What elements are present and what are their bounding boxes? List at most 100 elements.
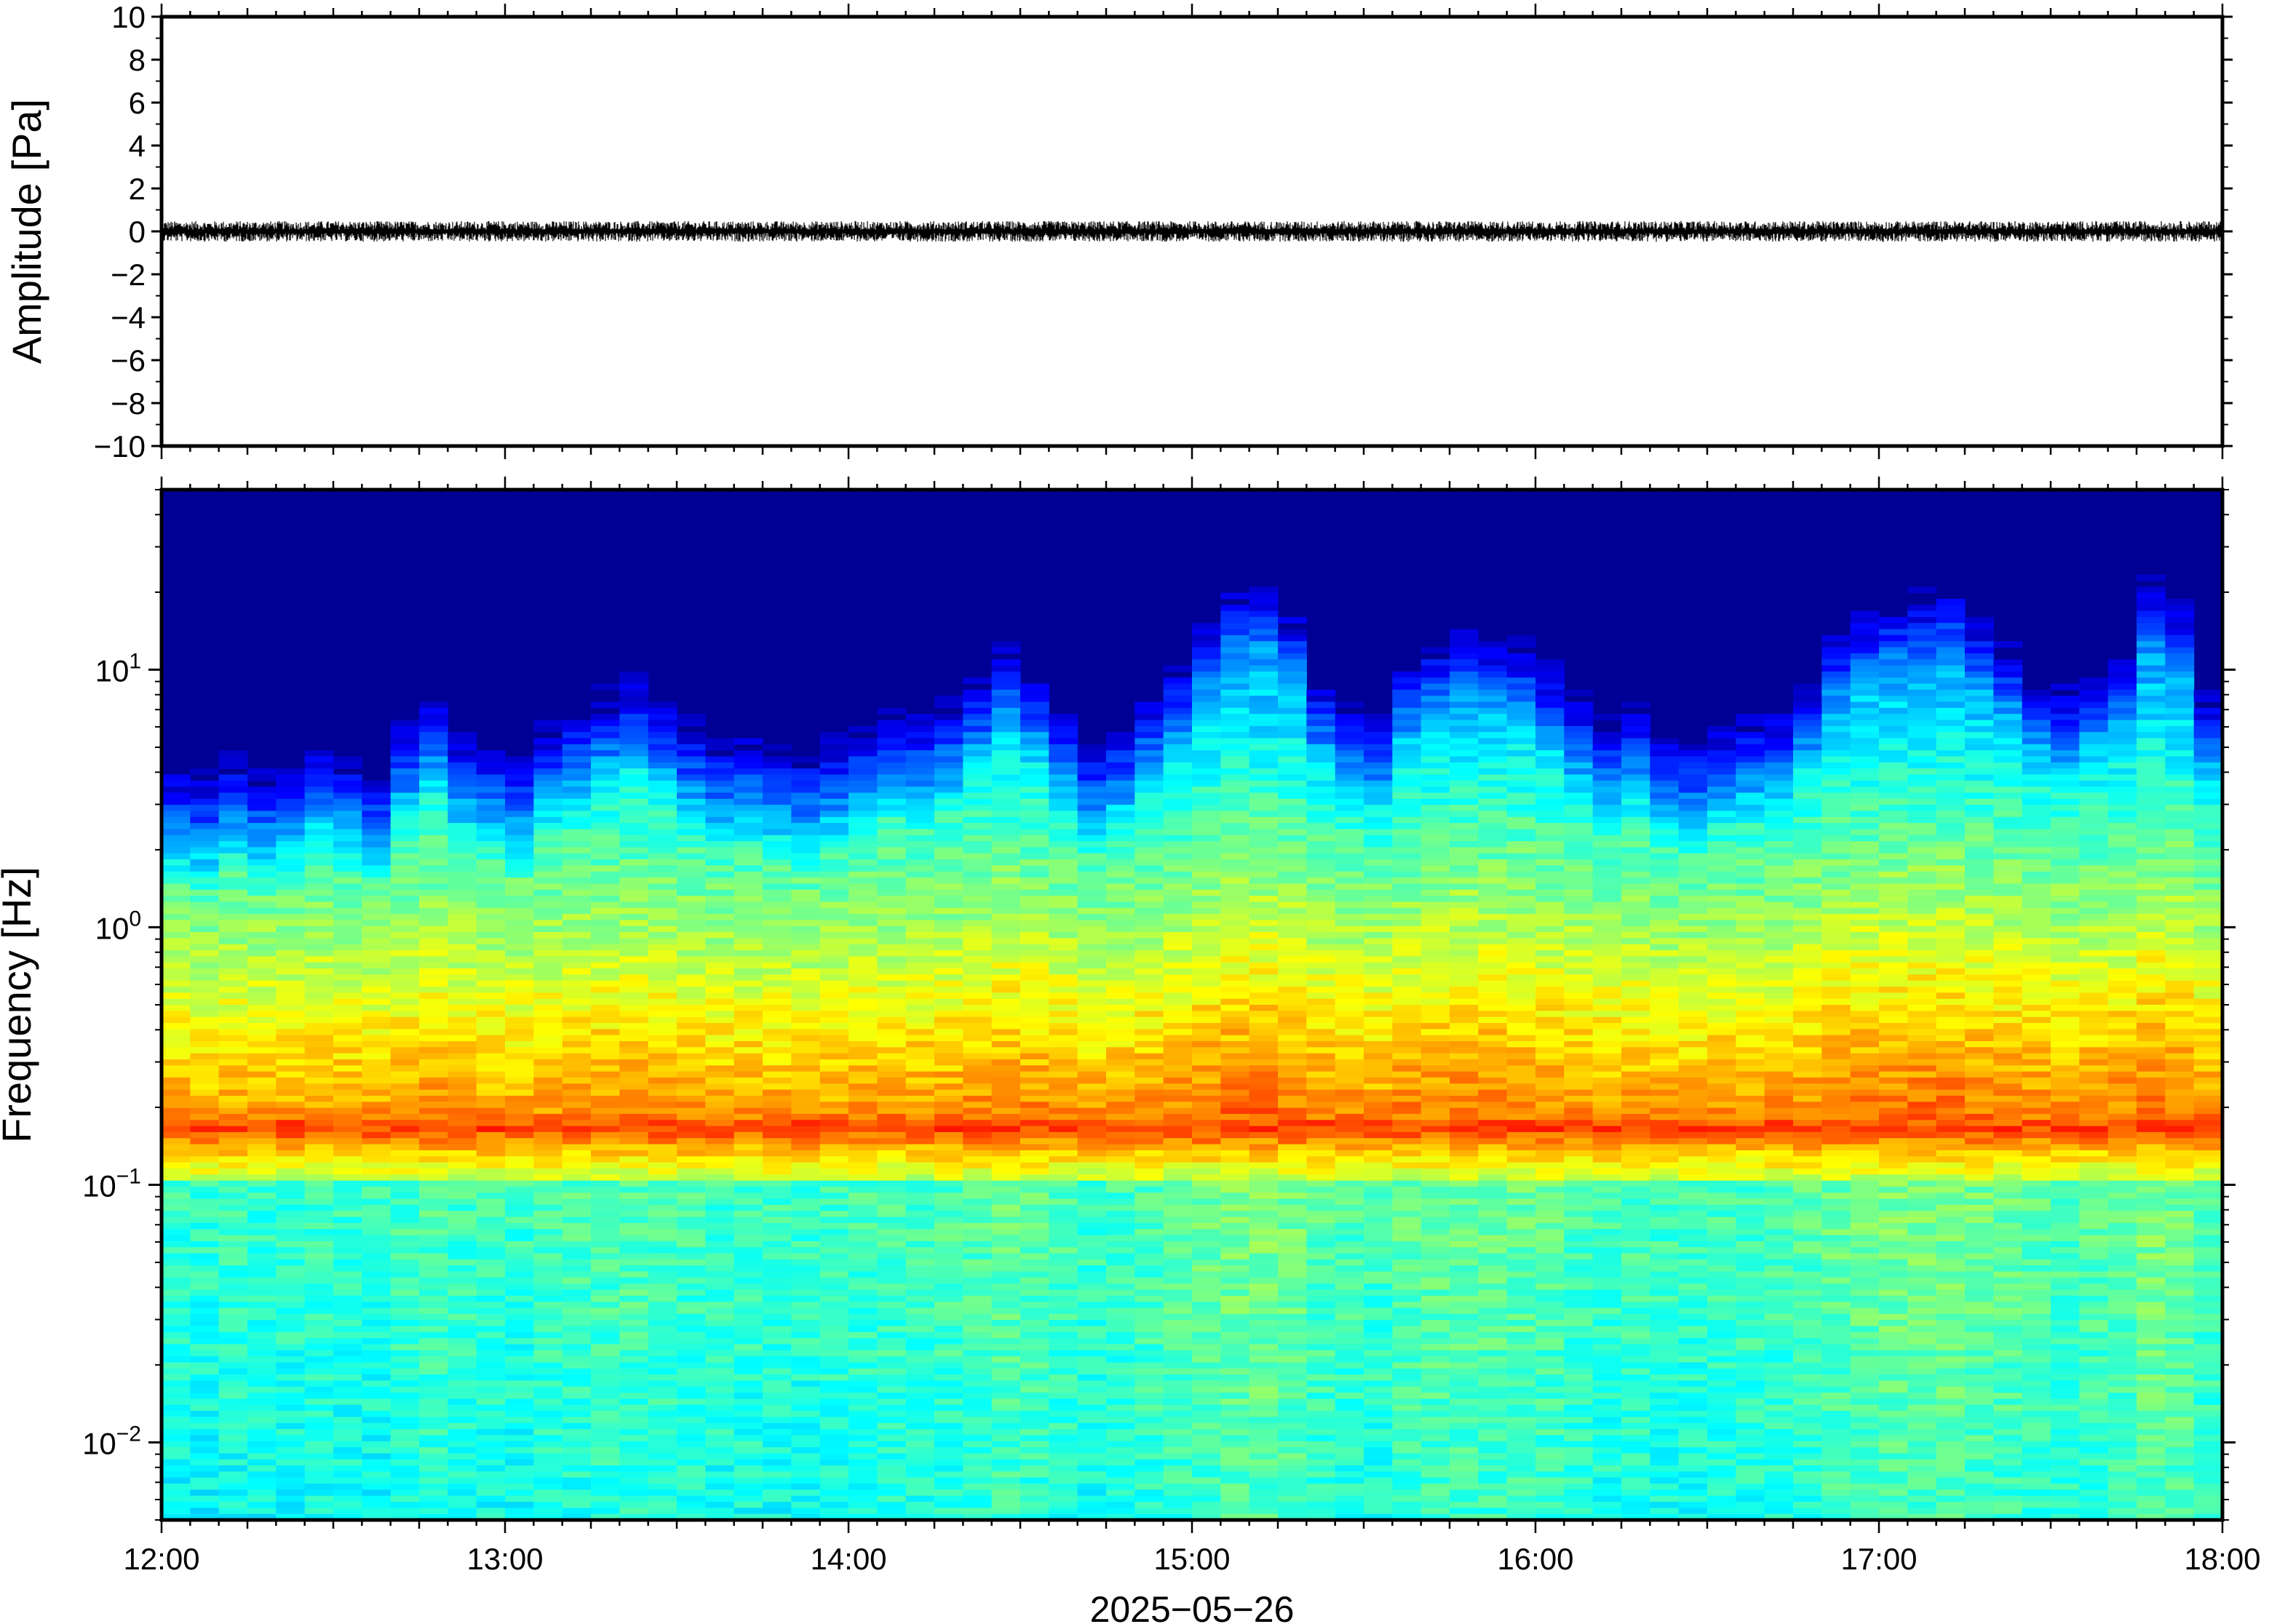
spectrogram-cell <box>162 1465 191 1472</box>
spectrogram-cell <box>677 901 706 909</box>
spectrogram-cell <box>677 914 706 920</box>
spectrogram-cell <box>276 1193 306 1200</box>
spectrogram-cell <box>162 1368 191 1375</box>
spectrogram-cell <box>763 1193 792 1200</box>
spectrogram-cell <box>677 1107 706 1115</box>
spectrogram-cell <box>218 1174 248 1182</box>
spectrogram-cell <box>1049 1211 1078 1218</box>
spectrogram-cell <box>763 805 792 812</box>
spectrogram-cell <box>905 847 935 854</box>
spectrogram-cell <box>677 1217 706 1224</box>
spectrogram-cell <box>505 1180 534 1187</box>
spectrogram-cell <box>476 1489 506 1497</box>
spectrogram-cell <box>533 1095 563 1102</box>
spectrogram-cell <box>448 1113 477 1121</box>
spectrogram-cell <box>905 1005 935 1011</box>
spectrogram-cell <box>849 1107 878 1115</box>
spectrogram-cell <box>1020 1277 1049 1284</box>
spectrogram-cell <box>734 896 763 902</box>
spectrogram-cell <box>648 835 677 842</box>
spectrogram-cell <box>304 1193 334 1200</box>
spectrogram-cell <box>419 998 448 1006</box>
spectrogram-cell <box>849 1016 878 1024</box>
spectrogram-cell <box>162 974 191 982</box>
spectrogram-cell <box>1049 987 1078 993</box>
spectrogram-cell <box>162 1362 191 1369</box>
spectrogram-cell <box>562 805 592 812</box>
spectrogram-cell <box>419 1295 448 1302</box>
spectrogram-cell <box>791 1459 821 1466</box>
spectrogram-cell <box>390 980 420 987</box>
spectrogram-cell <box>705 1174 735 1182</box>
spectrogram-cell <box>1163 1393 1193 1400</box>
spectrogram-cell <box>763 1144 792 1151</box>
spectrogram-cell <box>849 1102 878 1109</box>
spectrogram-cell <box>763 1198 792 1206</box>
spectrogram-cell <box>734 1459 763 1466</box>
spectrogram-cell <box>734 1204 763 1211</box>
spectrogram-cell <box>763 1368 792 1375</box>
spectrogram-cell <box>1163 1053 1193 1060</box>
spectrogram-cell <box>562 853 592 860</box>
spectrogram-cell <box>247 1307 277 1315</box>
spectrogram-cell <box>190 944 220 951</box>
spectrogram-cell <box>1134 1180 1164 1187</box>
spectrogram-cell <box>533 968 563 975</box>
spectrogram-cell <box>819 1332 849 1339</box>
spectrogram-cell <box>533 1289 563 1297</box>
spectrogram-cell <box>162 1113 191 1121</box>
spectrogram-cell <box>505 1277 534 1284</box>
spectrogram-cell <box>190 829 220 836</box>
spectrogram-cell <box>877 950 907 957</box>
spectrogram-cell <box>533 1313 563 1321</box>
spectrogram-cell <box>963 1326 993 1333</box>
spectrogram-cell <box>619 1398 649 1406</box>
spectrogram-cell <box>934 1368 963 1375</box>
spectrogram-cell <box>218 1386 248 1393</box>
spectrogram-cell <box>1134 980 1164 987</box>
spectrogram-cell <box>877 1217 907 1224</box>
spectrogram-cell <box>934 762 963 769</box>
spectrogram-cell <box>963 938 993 945</box>
spectrogram-cell <box>934 792 963 800</box>
spectrogram-cell <box>562 1271 592 1278</box>
spectrogram-cell <box>591 1368 620 1375</box>
spectrogram-cell <box>419 1174 448 1182</box>
spectrogram-cell <box>1106 1131 1135 1139</box>
spectrogram-cell <box>934 1029 963 1036</box>
spectrogram-cell <box>1020 1016 1049 1024</box>
spectrogram-cell <box>1163 1083 1193 1091</box>
spectrogram-cell <box>991 950 1021 957</box>
spectrogram-cell <box>533 914 563 920</box>
spectrogram-cell <box>1192 725 1221 733</box>
spectrogram-cell <box>333 1513 362 1520</box>
spectrogram-cell <box>448 1374 477 1382</box>
spectrogram-cell <box>1192 1047 1221 1054</box>
spectrogram-cell <box>991 987 1021 993</box>
spectrogram-cell <box>1163 1113 1193 1121</box>
spectrogram-cell <box>448 1302 477 1309</box>
spectrogram-cell <box>791 914 821 920</box>
spectrogram-cell <box>1163 1386 1193 1393</box>
spectrogram-cell <box>162 1065 191 1072</box>
spectrogram-cell <box>333 1484 362 1490</box>
spectrogram-cell <box>934 938 963 945</box>
spectrogram-cell <box>562 1320 592 1327</box>
spectrogram-cell <box>763 1508 792 1515</box>
spectrogram-cell <box>819 1417 849 1424</box>
spectrogram-cell <box>963 696 993 703</box>
spectrogram-cell <box>1106 1016 1135 1024</box>
spectrogram-cell <box>1192 1102 1221 1109</box>
spectrogram-cell <box>162 1095 191 1102</box>
spectrogram-cell <box>362 1204 392 1211</box>
spectrogram-cell <box>877 1198 907 1206</box>
spectrogram-cell <box>276 1471 306 1478</box>
spectrogram-cell <box>218 1368 248 1375</box>
spectrogram-cell <box>162 962 191 969</box>
spectrogram-cell <box>705 944 735 951</box>
spectrogram-cell <box>1020 1441 1049 1448</box>
spectrogram-cell <box>1134 1307 1164 1315</box>
spectrogram-cell <box>304 1144 334 1151</box>
spectrogram-cell <box>1020 1211 1049 1218</box>
spectrogram-cell <box>448 1313 477 1321</box>
